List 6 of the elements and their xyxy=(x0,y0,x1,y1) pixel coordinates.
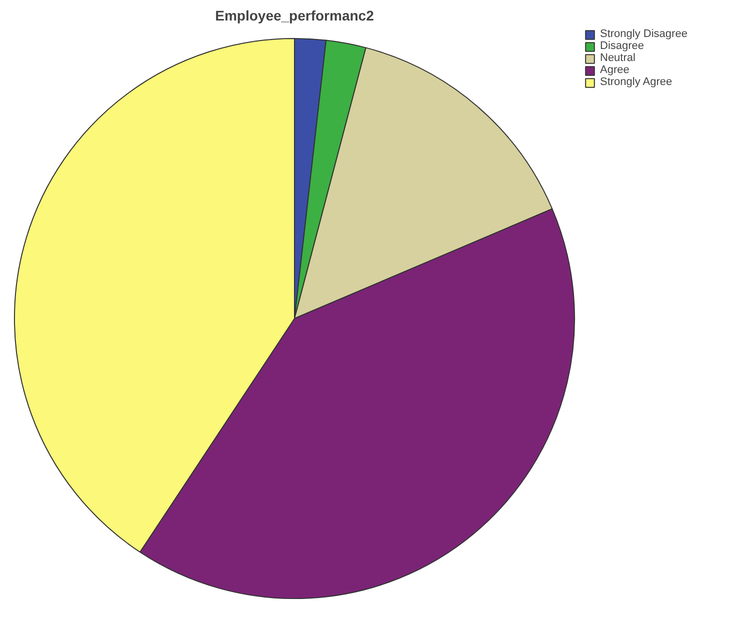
chart-title: Employee_performanc2 xyxy=(215,8,374,24)
legend-label: Neutral xyxy=(600,52,636,64)
legend-label: Strongly Agree xyxy=(600,76,672,88)
legend-label: Disagree xyxy=(600,40,644,52)
legend-label: Agree xyxy=(600,64,630,76)
legend-label: Strongly Disagree xyxy=(600,28,688,40)
